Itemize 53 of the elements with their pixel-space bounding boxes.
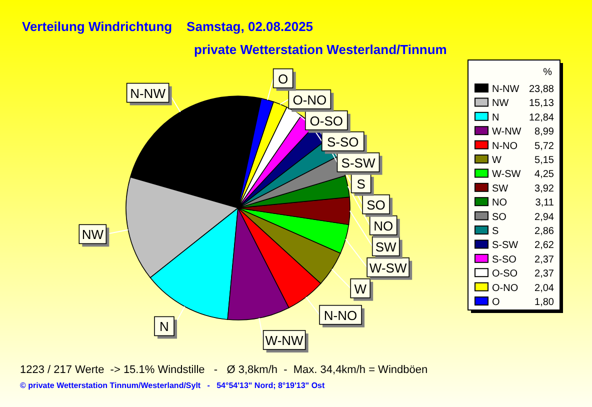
data-label: 1,80 <box>534 297 554 308</box>
legend-label: N-NW <box>492 84 520 95</box>
data-label: 3,92 <box>534 183 554 194</box>
data-label: 5,72 <box>534 140 554 152</box>
slice-label: O <box>278 71 288 86</box>
category-label: O-SO <box>310 113 344 128</box>
data-label: 15,13 <box>528 98 554 110</box>
slice-label: NW <box>82 227 104 242</box>
legend-label: O-NO <box>492 282 518 294</box>
legend-label: N-NO <box>492 140 518 152</box>
text: 1223 / 217 Werte -> 15.1% Windstille - Ø 3,8km/h - Max. 34,4km/h = Windböen <box>20 364 428 376</box>
legend-label: SW <box>492 183 509 194</box>
legend-label: S-SW <box>492 240 519 252</box>
category-label: S-SW <box>341 155 376 170</box>
chart-title: Verteilung Windrichtung Samstag, 02.08.2025 <box>22 19 314 34</box>
legend-label: W <box>492 155 502 166</box>
data-label: 8,99 <box>534 126 554 138</box>
category-label: O-NO <box>292 92 327 108</box>
data-label: 2,94 <box>534 212 554 223</box>
data-label: 2,04 <box>534 282 554 294</box>
data-label: 5,15 <box>534 155 554 166</box>
data-label: 2,62 <box>534 240 554 252</box>
category-label: S-SO <box>326 134 359 150</box>
data-label: 23,88 <box>528 84 554 95</box>
data-label: 4,25 <box>534 169 554 180</box>
legend-label: W-SW <box>492 169 522 180</box>
slice-label: N <box>160 319 169 334</box>
data-label: 2,37 <box>534 254 554 266</box>
data-label: 2,86 <box>534 226 554 237</box>
slice-label: SO <box>366 197 386 212</box>
chart-subtitle: private Wetterstation Westerland/Tinnum <box>194 42 447 57</box>
legend-label: NW <box>492 98 510 110</box>
slice-label: W <box>354 281 368 296</box>
slice-label: SW <box>375 239 398 254</box>
data-label: 3,11 <box>535 198 554 209</box>
slice-label: N-NW <box>130 86 166 101</box>
legend-label: N <box>492 112 500 124</box>
legend-label: NO <box>492 198 508 209</box>
data-label: 2,37 <box>534 268 554 280</box>
legend-label: O-SO <box>492 268 518 280</box>
slice-label: W-SW <box>369 260 408 276</box>
legend-label: O <box>492 297 500 308</box>
legend-label: W-NW <box>492 126 522 138</box>
slice-label: NO <box>374 218 394 234</box>
slice-label: N-NO <box>324 308 358 323</box>
legend-label: SO <box>492 212 507 223</box>
slice-label: W-NW <box>265 332 304 348</box>
legend-label: S <box>492 226 499 237</box>
legend-title: % <box>543 67 552 78</box>
slice-label: S <box>356 176 366 192</box>
data-label: 12,84 <box>528 112 554 124</box>
text: © private Wetterstation Tinnum/Westerland/Sylt - 54°54'13" Nord; 8°19'13" Ost <box>20 381 325 390</box>
legend-label: S-SO <box>492 254 517 266</box>
